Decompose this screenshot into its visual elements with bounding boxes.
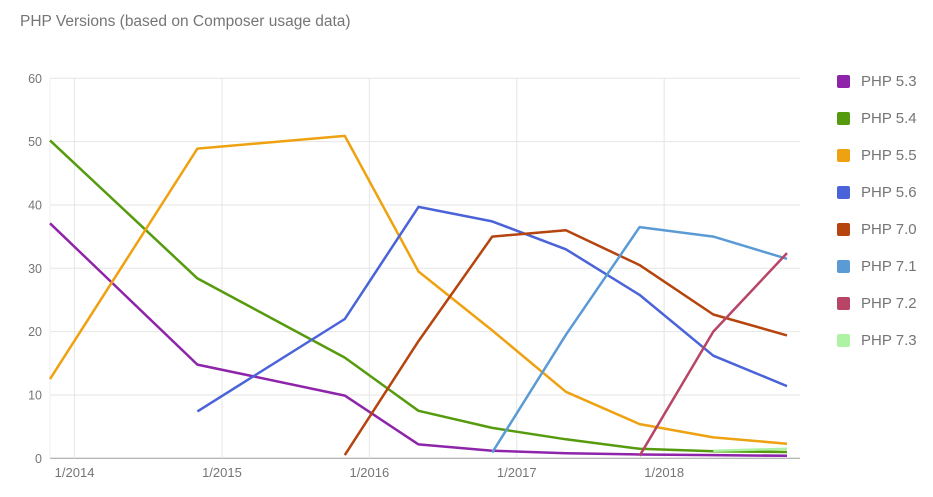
legend-item-php-7-1: PHP 7.1 xyxy=(837,255,917,277)
y-tick-label: 30 xyxy=(28,262,42,276)
series-line-php-7-2 xyxy=(638,252,788,457)
legend-item-php-5-5: PHP 5.5 xyxy=(837,144,917,166)
y-tick-label: 10 xyxy=(28,388,42,402)
legend-swatch-php-5-5 xyxy=(837,148,850,162)
y-tick-label: 40 xyxy=(28,198,42,212)
legend-item-php-5-3: PHP 5.3 xyxy=(837,70,917,92)
series-line-php-5-6 xyxy=(196,205,788,413)
x-tick-label: 1/2014 xyxy=(55,465,95,480)
legend-item-php-7-3: PHP 7.3 xyxy=(837,329,917,351)
legend-label: PHP 5.6 xyxy=(861,183,917,201)
legend-swatch-php-5-6 xyxy=(837,185,850,199)
y-tick-label: 60 xyxy=(28,72,42,86)
legend-item-php-7-0: PHP 7.0 xyxy=(837,218,917,240)
legend-swatch-php-7-0 xyxy=(837,222,850,236)
series-line-php-7-1 xyxy=(491,225,788,454)
legend-label: PHP 5.3 xyxy=(861,72,917,90)
y-tick-label: 20 xyxy=(28,325,42,339)
legend-swatch-php-7-2 xyxy=(837,296,850,310)
legend-label: PHP 7.3 xyxy=(861,331,917,349)
legend-label: PHP 5.5 xyxy=(861,146,917,164)
legend-label: PHP 7.2 xyxy=(861,294,917,312)
chart-title: PHP Versions (based on Composer usage da… xyxy=(20,13,351,30)
legend-swatch-php-7-1 xyxy=(837,259,850,273)
legend: PHP 5.3 PHP 5.4 PHP 5.5 PHP 5.6 PHP 7.0 PHP 7… xyxy=(837,70,917,366)
x-tick-label: 1/2017 xyxy=(497,465,537,480)
y-tick-label: 50 xyxy=(28,135,42,149)
series-line-php-7-3 xyxy=(713,447,788,452)
x-tick-label: 1/2015 xyxy=(202,465,242,480)
x-tick-label: 1/2018 xyxy=(644,465,684,480)
legend-label: PHP 5.4 xyxy=(861,109,917,127)
series-line-php-5-5 xyxy=(48,134,788,445)
y-tick-label: 0 xyxy=(35,452,42,466)
legend-label: PHP 7.1 xyxy=(861,257,917,275)
series-line-php-7-0 xyxy=(343,229,788,456)
series-line-php-5-4 xyxy=(49,139,788,454)
legend-swatch-php-5-4 xyxy=(837,111,850,125)
legend-item-php-5-4: PHP 5.4 xyxy=(837,107,917,129)
legend-label: PHP 7.0 xyxy=(861,220,917,238)
legend-item-php-7-2: PHP 7.2 xyxy=(837,292,917,314)
legend-swatch-php-5-3 xyxy=(837,74,850,88)
legend-swatch-php-7-3 xyxy=(837,333,850,347)
x-tick-label: 1/2016 xyxy=(349,465,389,480)
legend-item-php-5-6: PHP 5.6 xyxy=(837,181,917,203)
